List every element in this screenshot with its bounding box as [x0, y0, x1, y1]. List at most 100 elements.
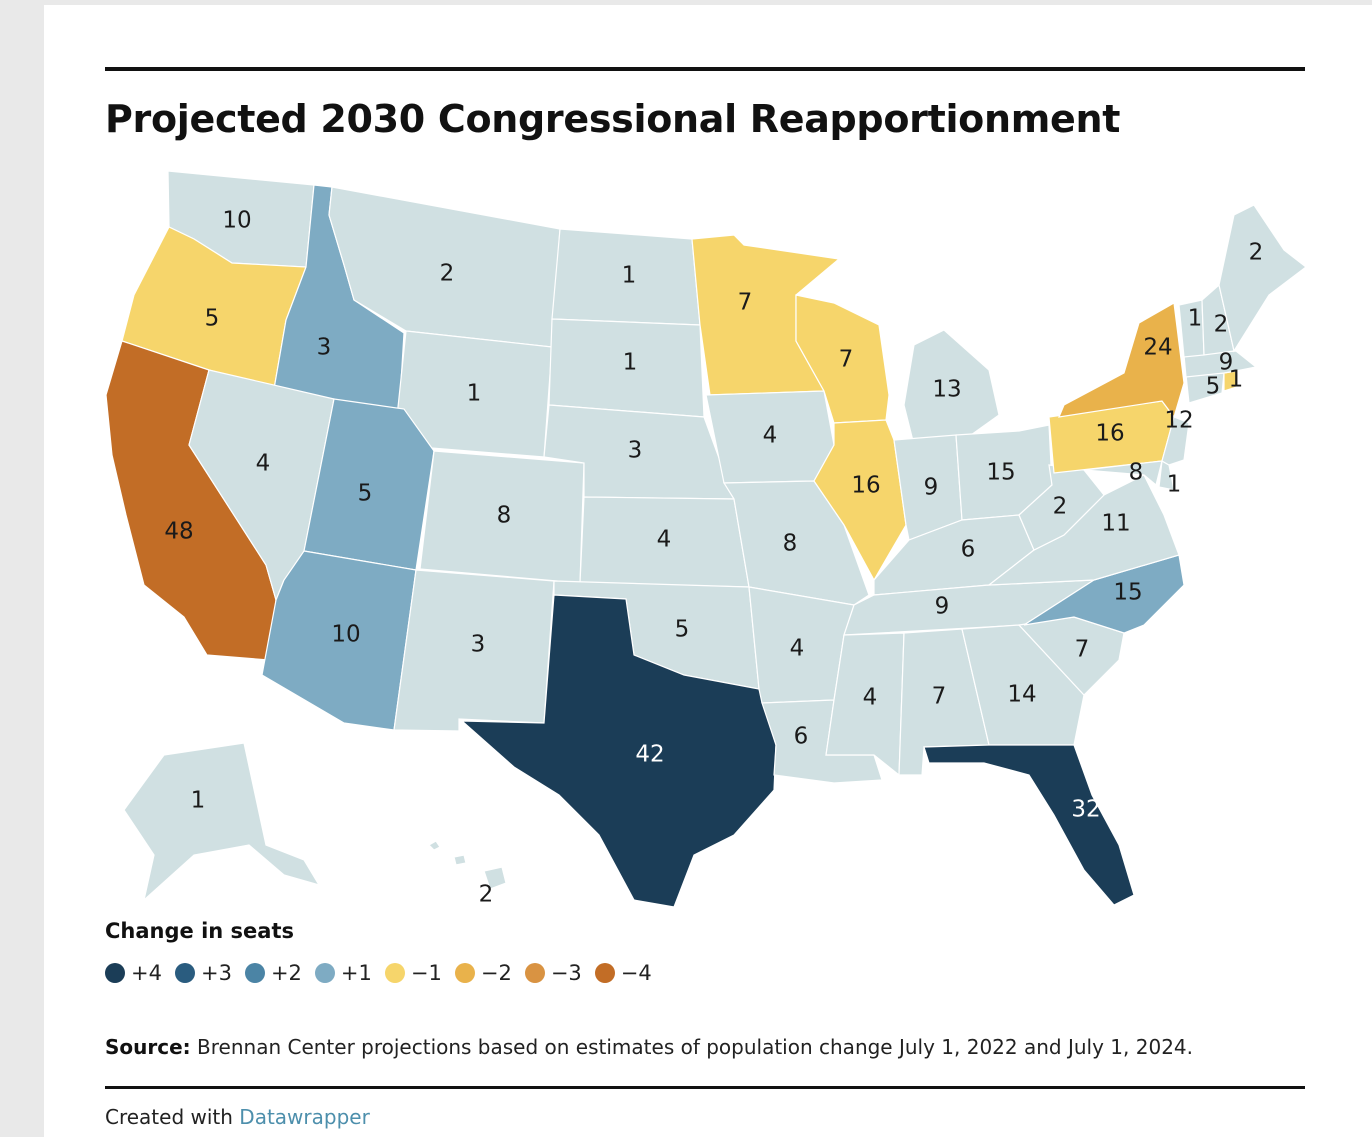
- state-label-SD: 1: [623, 350, 638, 376]
- state-MI[interactable]: [903, 329, 1000, 446]
- state-label-NH: 2: [1214, 312, 1229, 338]
- state-label-ME: 2: [1249, 240, 1264, 266]
- state-NJ[interactable]: [1161, 416, 1190, 466]
- state-label-MN: 7: [738, 290, 753, 316]
- state-label-CO: 8: [497, 503, 512, 529]
- top-rule: [105, 67, 1305, 71]
- source-label: Source:: [105, 1035, 191, 1059]
- source-text: Brennan Center projections based on esti…: [190, 1035, 1193, 1059]
- state-label-MD: 8: [1129, 460, 1144, 486]
- state-GA[interactable]: [961, 624, 1085, 746]
- state-MA[interactable]: [1183, 350, 1258, 378]
- legend-swatch: [524, 963, 545, 983]
- credit-text: Created with: [105, 1105, 240, 1129]
- state-label-GA: 14: [1007, 682, 1036, 708]
- state-label-VT: 1: [1188, 306, 1203, 332]
- state-UT[interactable]: [303, 398, 435, 571]
- state-label-AK: 1: [191, 788, 206, 814]
- state-MD[interactable]: [1083, 460, 1163, 487]
- state-label-IL: 16: [851, 473, 880, 499]
- state-label-VA: 11: [1101, 511, 1130, 537]
- legend-label: +1: [340, 961, 372, 985]
- legend-swatch: [314, 963, 335, 983]
- state-shapes: [105, 170, 1307, 908]
- legend-label: −1: [410, 961, 442, 985]
- state-label-WI: 7: [839, 347, 854, 373]
- state-label-HI: 2: [479, 882, 494, 908]
- legend-item: −1: [384, 961, 442, 985]
- state-NY[interactable]: [1058, 302, 1185, 419]
- state-label-UT: 5: [358, 481, 373, 507]
- state-label-TN: 9: [935, 594, 950, 620]
- legend-item: −2: [454, 961, 512, 985]
- legend-item: −3: [524, 961, 582, 985]
- state-label-TX: 42: [635, 742, 664, 768]
- legend-swatch: [594, 963, 615, 983]
- state-label-MI: 13: [932, 377, 961, 403]
- chart-card: Projected 2030 Congressional Reapportion…: [44, 5, 1372, 1137]
- credit-line: Created with Datawrapper: [105, 1105, 370, 1129]
- state-HI[interactable]: [428, 840, 507, 890]
- state-label-NC: 15: [1113, 580, 1142, 606]
- legend-label: +3: [200, 961, 232, 985]
- state-label-NM: 3: [471, 632, 486, 658]
- state-label-IA: 4: [763, 423, 778, 449]
- state-TX[interactable]: [460, 594, 777, 908]
- state-label-ID: 3: [317, 335, 332, 361]
- state-WV[interactable]: [1018, 464, 1105, 551]
- legend-title: Change in seats: [105, 919, 294, 943]
- state-label-AZ: 10: [331, 622, 360, 648]
- legend-item: +4: [105, 961, 162, 985]
- state-FL[interactable]: [923, 744, 1135, 906]
- legend-swatch: [244, 963, 265, 983]
- legend-item: +3: [174, 961, 232, 985]
- state-label-LA: 6: [794, 724, 809, 750]
- state-label-PA: 16: [1095, 421, 1124, 447]
- state-label-MT: 2: [440, 261, 455, 287]
- state-label-OH: 15: [986, 460, 1015, 486]
- legend-label: −2: [480, 961, 512, 985]
- state-label-FL: 32: [1071, 797, 1100, 823]
- state-label-RI: 1: [1229, 367, 1244, 393]
- legend-swatch: [174, 963, 195, 983]
- legend-label: −4: [620, 961, 652, 985]
- legend-item: −4: [594, 961, 652, 985]
- legend: +4 +3 +2 +1 −1 −2 −3 −4: [105, 961, 665, 985]
- state-AK[interactable]: [123, 742, 321, 902]
- state-label-NV: 4: [256, 451, 271, 477]
- state-label-WA: 10: [222, 208, 251, 234]
- chart-title: Projected 2030 Congressional Reapportion…: [105, 97, 1121, 141]
- legend-swatch: [454, 963, 475, 983]
- legend-label: +2: [270, 961, 302, 985]
- datawrapper-link[interactable]: Datawrapper: [239, 1105, 370, 1129]
- state-label-CT: 5: [1206, 374, 1221, 400]
- state-label-CA: 48: [164, 519, 193, 545]
- state-label-KY: 6: [961, 537, 976, 563]
- state-label-OK: 5: [675, 617, 690, 643]
- legend-item: +1: [314, 961, 372, 985]
- state-label-NE: 3: [628, 438, 643, 464]
- state-label-MO: 8: [783, 531, 798, 557]
- legend-label: +4: [131, 961, 162, 985]
- state-label-OR: 5: [205, 306, 220, 332]
- state-label-DE: 1: [1167, 472, 1182, 498]
- state-label-WV: 2: [1053, 494, 1068, 520]
- bottom-rule: [105, 1086, 1305, 1089]
- state-label-NJ: 12: [1164, 408, 1193, 434]
- legend-label: −3: [550, 961, 582, 985]
- state-label-MA: 9: [1219, 350, 1234, 376]
- state-label-NY: 24: [1143, 335, 1172, 361]
- state-label-WY: 1: [467, 381, 482, 407]
- state-label-AR: 4: [790, 636, 805, 662]
- source-note: Source: Brennan Center projections based…: [105, 1035, 1193, 1059]
- legend-swatch: [384, 963, 405, 983]
- legend-item: +2: [244, 961, 302, 985]
- state-label-SC: 7: [1075, 637, 1090, 663]
- state-label-IN: 9: [924, 475, 939, 501]
- state-ME[interactable]: [1218, 204, 1307, 353]
- state-label-MS: 4: [863, 685, 878, 711]
- state-label-ND: 1: [622, 263, 637, 289]
- legend-swatch: [105, 963, 125, 983]
